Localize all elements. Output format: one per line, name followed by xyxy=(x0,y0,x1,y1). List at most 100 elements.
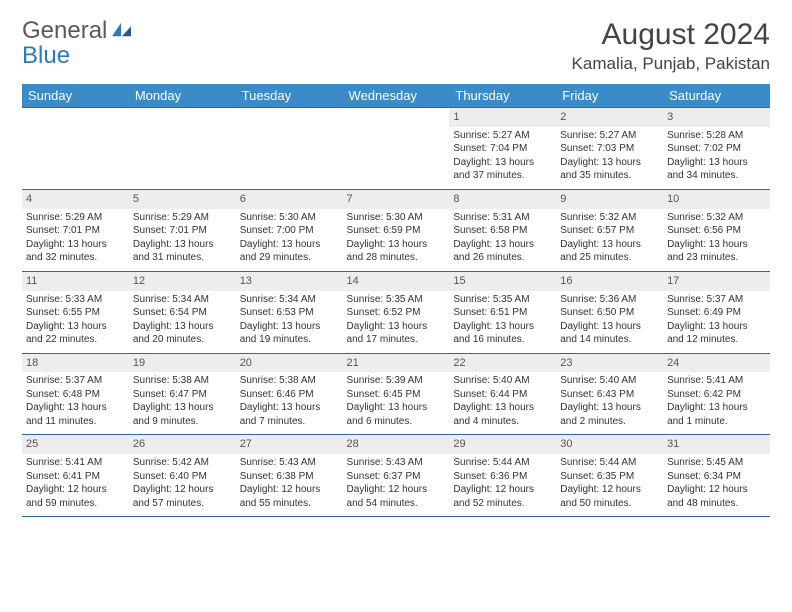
day-details: Sunrise: 5:34 AMSunset: 6:53 PMDaylight:… xyxy=(236,291,343,353)
day-details: Sunrise: 5:43 AMSunset: 6:38 PMDaylight:… xyxy=(236,454,343,516)
daylight-text: Daylight: 13 hours and 29 minutes. xyxy=(240,238,339,265)
day-details xyxy=(129,127,236,185)
sunrise-text: Sunrise: 5:38 AM xyxy=(133,374,232,388)
sunset-text: Sunset: 7:01 PM xyxy=(133,224,232,238)
sunset-text: Sunset: 6:44 PM xyxy=(453,388,552,402)
calendar-week-row: 1Sunrise: 5:27 AMSunset: 7:04 PMDaylight… xyxy=(22,108,770,190)
calendar-cell xyxy=(22,108,129,190)
day-number: 1 xyxy=(449,108,556,127)
daylight-text: Daylight: 13 hours and 22 minutes. xyxy=(26,320,125,347)
sunset-text: Sunset: 6:50 PM xyxy=(560,306,659,320)
day-number: 3 xyxy=(663,108,770,127)
day-details: Sunrise: 5:44 AMSunset: 6:36 PMDaylight:… xyxy=(449,454,556,516)
day-details: Sunrise: 5:29 AMSunset: 7:01 PMDaylight:… xyxy=(22,209,129,271)
sunset-text: Sunset: 7:01 PM xyxy=(26,224,125,238)
day-details: Sunrise: 5:32 AMSunset: 6:57 PMDaylight:… xyxy=(556,209,663,271)
sunrise-text: Sunrise: 5:29 AM xyxy=(26,211,125,225)
sunset-text: Sunset: 7:02 PM xyxy=(667,142,766,156)
day-number: 23 xyxy=(556,354,663,373)
daylight-text: Daylight: 12 hours and 57 minutes. xyxy=(133,483,232,510)
daylight-text: Daylight: 13 hours and 12 minutes. xyxy=(667,320,766,347)
day-details: Sunrise: 5:27 AMSunset: 7:03 PMDaylight:… xyxy=(556,127,663,189)
calendar-cell: 5Sunrise: 5:29 AMSunset: 7:01 PMDaylight… xyxy=(129,189,236,271)
calendar-cell xyxy=(129,108,236,190)
sunrise-text: Sunrise: 5:31 AM xyxy=(453,211,552,225)
sunset-text: Sunset: 6:37 PM xyxy=(347,470,446,484)
daylight-text: Daylight: 12 hours and 59 minutes. xyxy=(26,483,125,510)
day-number: 11 xyxy=(22,272,129,291)
day-number: 2 xyxy=(556,108,663,127)
sunset-text: Sunset: 6:43 PM xyxy=(560,388,659,402)
sunrise-text: Sunrise: 5:35 AM xyxy=(347,293,446,307)
sunset-text: Sunset: 6:54 PM xyxy=(133,306,232,320)
day-number: 12 xyxy=(129,272,236,291)
calendar-table: Sunday Monday Tuesday Wednesday Thursday… xyxy=(22,84,770,517)
calendar-cell: 31Sunrise: 5:45 AMSunset: 6:34 PMDayligh… xyxy=(663,435,770,517)
month-title: August 2024 xyxy=(572,18,770,52)
day-number: 5 xyxy=(129,190,236,209)
calendar-week-row: 18Sunrise: 5:37 AMSunset: 6:48 PMDayligh… xyxy=(22,353,770,435)
sunrise-text: Sunrise: 5:42 AM xyxy=(133,456,232,470)
day-number: 13 xyxy=(236,272,343,291)
day-details: Sunrise: 5:39 AMSunset: 6:45 PMDaylight:… xyxy=(343,372,450,434)
day-number: 19 xyxy=(129,354,236,373)
calendar-week-row: 4Sunrise: 5:29 AMSunset: 7:01 PMDaylight… xyxy=(22,189,770,271)
calendar-cell: 12Sunrise: 5:34 AMSunset: 6:54 PMDayligh… xyxy=(129,271,236,353)
day-details: Sunrise: 5:41 AMSunset: 6:42 PMDaylight:… xyxy=(663,372,770,434)
day-details: Sunrise: 5:42 AMSunset: 6:40 PMDaylight:… xyxy=(129,454,236,516)
daylight-text: Daylight: 13 hours and 20 minutes. xyxy=(133,320,232,347)
daylight-text: Daylight: 13 hours and 7 minutes. xyxy=(240,401,339,428)
day-details: Sunrise: 5:32 AMSunset: 6:56 PMDaylight:… xyxy=(663,209,770,271)
sunrise-text: Sunrise: 5:37 AM xyxy=(26,374,125,388)
weekday-header-row: Sunday Monday Tuesday Wednesday Thursday… xyxy=(22,84,770,108)
daylight-text: Daylight: 13 hours and 16 minutes. xyxy=(453,320,552,347)
daylight-text: Daylight: 13 hours and 11 minutes. xyxy=(26,401,125,428)
day-number xyxy=(129,108,236,127)
day-details: Sunrise: 5:28 AMSunset: 7:02 PMDaylight:… xyxy=(663,127,770,189)
daylight-text: Daylight: 13 hours and 31 minutes. xyxy=(133,238,232,265)
day-details: Sunrise: 5:33 AMSunset: 6:55 PMDaylight:… xyxy=(22,291,129,353)
sunrise-text: Sunrise: 5:41 AM xyxy=(26,456,125,470)
day-details: Sunrise: 5:34 AMSunset: 6:54 PMDaylight:… xyxy=(129,291,236,353)
calendar-cell: 27Sunrise: 5:43 AMSunset: 6:38 PMDayligh… xyxy=(236,435,343,517)
day-details xyxy=(343,127,450,185)
sunset-text: Sunset: 6:55 PM xyxy=(26,306,125,320)
sunrise-text: Sunrise: 5:34 AM xyxy=(240,293,339,307)
day-number: 25 xyxy=(22,435,129,454)
calendar-cell: 15Sunrise: 5:35 AMSunset: 6:51 PMDayligh… xyxy=(449,271,556,353)
sunset-text: Sunset: 6:40 PM xyxy=(133,470,232,484)
header: GeneralBlue August 2024 Kamalia, Punjab,… xyxy=(22,18,770,74)
sunrise-text: Sunrise: 5:36 AM xyxy=(560,293,659,307)
daylight-text: Daylight: 13 hours and 17 minutes. xyxy=(347,320,446,347)
daylight-text: Daylight: 13 hours and 26 minutes. xyxy=(453,238,552,265)
calendar-cell: 23Sunrise: 5:40 AMSunset: 6:43 PMDayligh… xyxy=(556,353,663,435)
day-number: 28 xyxy=(343,435,450,454)
calendar-cell: 7Sunrise: 5:30 AMSunset: 6:59 PMDaylight… xyxy=(343,189,450,271)
calendar-cell: 10Sunrise: 5:32 AMSunset: 6:56 PMDayligh… xyxy=(663,189,770,271)
sunrise-text: Sunrise: 5:33 AM xyxy=(26,293,125,307)
sunset-text: Sunset: 7:04 PM xyxy=(453,142,552,156)
day-number: 20 xyxy=(236,354,343,373)
daylight-text: Daylight: 13 hours and 28 minutes. xyxy=(347,238,446,265)
day-number: 16 xyxy=(556,272,663,291)
sunset-text: Sunset: 6:35 PM xyxy=(560,470,659,484)
sunset-text: Sunset: 7:00 PM xyxy=(240,224,339,238)
weekday-header: Tuesday xyxy=(236,84,343,108)
calendar-cell: 17Sunrise: 5:37 AMSunset: 6:49 PMDayligh… xyxy=(663,271,770,353)
calendar-cell xyxy=(343,108,450,190)
day-details: Sunrise: 5:35 AMSunset: 6:51 PMDaylight:… xyxy=(449,291,556,353)
sunset-text: Sunset: 6:53 PM xyxy=(240,306,339,320)
sunset-text: Sunset: 6:34 PM xyxy=(667,470,766,484)
calendar-cell: 2Sunrise: 5:27 AMSunset: 7:03 PMDaylight… xyxy=(556,108,663,190)
sunset-text: Sunset: 6:41 PM xyxy=(26,470,125,484)
logo-text-general: General xyxy=(22,18,107,43)
calendar-cell: 24Sunrise: 5:41 AMSunset: 6:42 PMDayligh… xyxy=(663,353,770,435)
day-details: Sunrise: 5:37 AMSunset: 6:49 PMDaylight:… xyxy=(663,291,770,353)
day-number: 15 xyxy=(449,272,556,291)
sunrise-text: Sunrise: 5:34 AM xyxy=(133,293,232,307)
daylight-text: Daylight: 13 hours and 19 minutes. xyxy=(240,320,339,347)
day-number xyxy=(343,108,450,127)
sunrise-text: Sunrise: 5:37 AM xyxy=(667,293,766,307)
sunrise-text: Sunrise: 5:27 AM xyxy=(560,129,659,143)
sunrise-text: Sunrise: 5:39 AM xyxy=(347,374,446,388)
